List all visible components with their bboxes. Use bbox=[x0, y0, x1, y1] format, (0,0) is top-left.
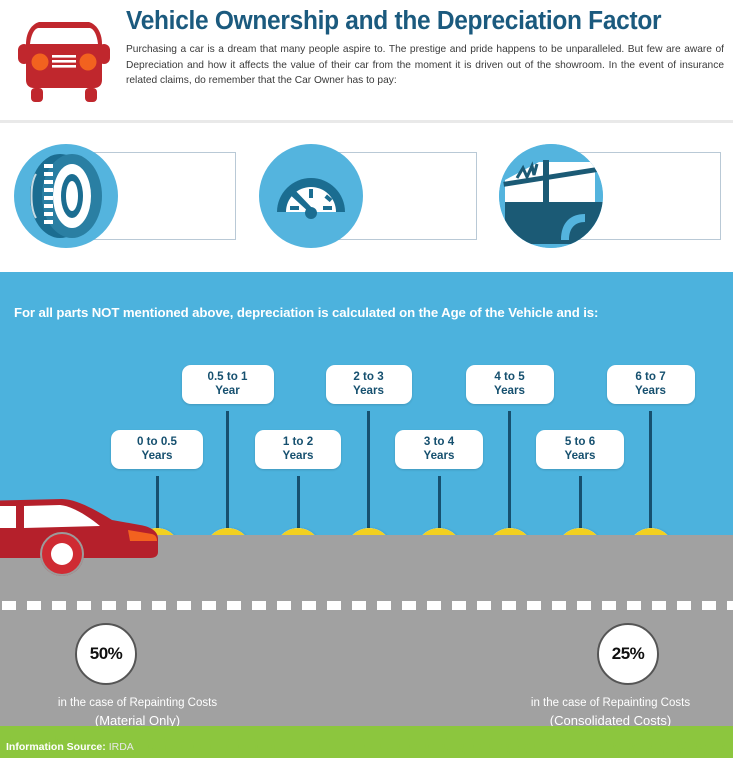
milestone-pole bbox=[367, 411, 370, 550]
road-dash bbox=[202, 601, 216, 610]
age-line-2: Years bbox=[353, 384, 384, 397]
road-dash bbox=[577, 601, 591, 610]
bottom-grass-strip bbox=[0, 726, 733, 758]
road-dash bbox=[227, 601, 241, 610]
road-dash bbox=[377, 601, 391, 610]
age-line-2: Year bbox=[215, 384, 240, 397]
milestone-age-label: 1 to 2 Years bbox=[255, 430, 341, 469]
road-dash bbox=[152, 601, 166, 610]
milestone-pole bbox=[578, 476, 582, 550]
age-line-2: Years bbox=[282, 449, 314, 462]
milestone-pole bbox=[437, 476, 441, 550]
repaint-line2: (Consolidated Costs) bbox=[549, 713, 672, 728]
cost-card-rubber: 50% of the cost for Rubber Parts bbox=[14, 144, 236, 254]
age-line-1: 6 to 7 bbox=[635, 370, 666, 383]
road-dash bbox=[127, 601, 141, 610]
age-line-2: Years bbox=[635, 384, 666, 397]
age-line-1: 2 to 3 bbox=[353, 370, 384, 383]
road-dash bbox=[502, 601, 516, 610]
milestone-pole bbox=[226, 411, 229, 550]
road-dash bbox=[702, 601, 716, 610]
milestone-age-label: 3 to 4 Years bbox=[395, 430, 483, 469]
road-dash bbox=[602, 601, 616, 610]
page-title: Vehicle Ownership and the Depreciation F… bbox=[126, 7, 662, 35]
repaint-line1: in the case of Repainting Costs bbox=[530, 697, 691, 709]
intro-paragraph: Purchasing a car is a dream that many pe… bbox=[126, 44, 724, 86]
milestone-age-label: 2 to 3 Years bbox=[325, 365, 412, 404]
milestone-age-label: 4 to 5 Years bbox=[465, 365, 554, 404]
road-dash bbox=[27, 601, 41, 610]
cost-card-fibre: 30% of the cost for Fibre Parts bbox=[259, 144, 477, 254]
repaint-percent-material: 50% bbox=[75, 623, 137, 685]
age-line-2: Years bbox=[423, 449, 455, 462]
age-line-2: Years bbox=[494, 384, 525, 397]
repaint-caption-consolidated: in the case of Repainting Costs (Consoli… bbox=[488, 695, 733, 730]
road-dash bbox=[102, 601, 116, 610]
age-line-1: 0.5 to 1 bbox=[207, 370, 248, 383]
source-footer: Information Source: IRDA bbox=[6, 741, 134, 754]
road-dash bbox=[52, 601, 66, 610]
road-dash bbox=[677, 601, 691, 610]
source-label: Information Source: bbox=[6, 741, 106, 753]
red-car-illustration bbox=[0, 492, 176, 580]
age-line-1: 4 to 5 bbox=[494, 370, 525, 383]
road-dash bbox=[427, 601, 441, 610]
road-dash bbox=[277, 601, 291, 610]
milestone-age-label: 0 to 0.5 Years bbox=[111, 430, 203, 469]
milestone-pole bbox=[296, 476, 300, 550]
cost-card-glass: 0% of the cost for Glass parts bbox=[499, 144, 721, 254]
road-dash bbox=[652, 601, 666, 610]
cost-cards-section: 50% of the cost for Rubber Parts bbox=[0, 128, 733, 270]
road-dash bbox=[402, 601, 416, 610]
road-center-line bbox=[0, 601, 733, 610]
banner-heading: For all parts NOT mentioned above, depre… bbox=[14, 305, 599, 320]
age-line-1: 3 to 4 bbox=[423, 435, 455, 448]
milestone-age-label: 0.5 to 1 Year bbox=[181, 365, 274, 404]
repaint-line2: (Material Only) bbox=[94, 713, 181, 728]
milestone-pole bbox=[155, 476, 159, 550]
road-dash bbox=[452, 601, 466, 610]
repaint-caption-material: in the case of Repainting Costs (Materia… bbox=[0, 695, 275, 730]
header-text-block: Vehicle Ownership and the Depreciation F… bbox=[126, 6, 727, 89]
road-dash bbox=[252, 601, 266, 610]
age-line-1: 1 to 2 bbox=[282, 435, 314, 448]
road-dash bbox=[77, 601, 91, 610]
repaint-line1: in the case of Repainting Costs bbox=[57, 697, 218, 709]
road-dash bbox=[727, 601, 733, 610]
road-dash bbox=[2, 601, 16, 610]
repaint-percent-consolidated: 25% bbox=[597, 623, 659, 685]
milestone-age-label: 6 to 7 Years bbox=[606, 365, 695, 404]
milestone-pole bbox=[508, 411, 511, 550]
road-dash bbox=[352, 601, 366, 610]
road-dash bbox=[527, 601, 541, 610]
road-dash bbox=[302, 601, 316, 610]
tire-icon bbox=[14, 144, 118, 248]
header-divider bbox=[0, 120, 733, 123]
speedometer-icon bbox=[259, 144, 363, 248]
road-dash bbox=[627, 601, 641, 610]
age-line-2: Years bbox=[141, 449, 173, 462]
source-value: IRDA bbox=[108, 741, 134, 753]
road-section: 50% in the case of Repainting Costs (Mat… bbox=[0, 535, 733, 740]
car-front-icon bbox=[8, 10, 120, 104]
car-window-icon bbox=[499, 144, 603, 248]
road-dash bbox=[177, 601, 191, 610]
age-line-1: 5 to 6 bbox=[564, 435, 596, 448]
age-line-2: Years bbox=[564, 449, 596, 462]
road-dash bbox=[327, 601, 341, 610]
header-section: Vehicle Ownership and the Depreciation F… bbox=[0, 0, 733, 123]
milestone-pole bbox=[649, 411, 652, 550]
age-line-1: 0 to 0.5 bbox=[137, 435, 177, 448]
road-dash bbox=[552, 601, 566, 610]
milestone-age-label: 5 to 6 Years bbox=[536, 430, 624, 469]
road-dash bbox=[477, 601, 491, 610]
